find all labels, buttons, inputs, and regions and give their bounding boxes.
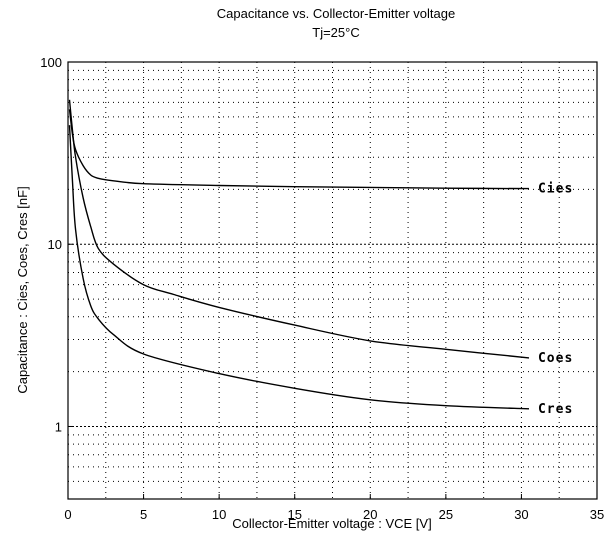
- series-label-coes: Coes: [538, 351, 573, 366]
- series-line-coes: [68, 99, 530, 359]
- x-tick-label: 10: [212, 507, 226, 522]
- y-axis-label: Capacitance : Cies, Coes, Cres [nF]: [15, 186, 30, 393]
- x-axis-label: Collector-Emitter voltage : VCE [V]: [232, 516, 431, 531]
- series-line-cres: [68, 125, 530, 410]
- x-tick-label: 25: [439, 507, 453, 522]
- series-labels: Cies Coes Cres: [538, 182, 573, 417]
- grid: [68, 62, 597, 499]
- x-tick-label: 20: [363, 507, 377, 522]
- y-tick-labels: 1 10 100: [40, 55, 73, 434]
- chart-title: Capacitance vs. Collector-Emitter voltag…: [217, 6, 455, 21]
- series-layer: [68, 99, 530, 410]
- series-label-cres: Cres: [538, 402, 573, 417]
- y-tick-label: 100: [40, 55, 62, 70]
- x-tick-labels: 0 5 10 15 20 25 30 35: [64, 494, 604, 522]
- y-tick-label: 1: [55, 419, 62, 434]
- x-tick-label: 30: [514, 507, 528, 522]
- x-tick-label: 15: [287, 507, 301, 522]
- series-line-cies: [68, 109, 530, 190]
- chart-subtitle: Tj=25°C: [312, 25, 359, 40]
- y-tick-label: 10: [48, 237, 62, 252]
- x-tick-label: 35: [590, 507, 604, 522]
- series-label-cies: Cies: [538, 182, 573, 197]
- plot-frame: [67, 61, 598, 500]
- x-tick-label: 5: [140, 507, 147, 522]
- x-tick-label: 0: [64, 507, 71, 522]
